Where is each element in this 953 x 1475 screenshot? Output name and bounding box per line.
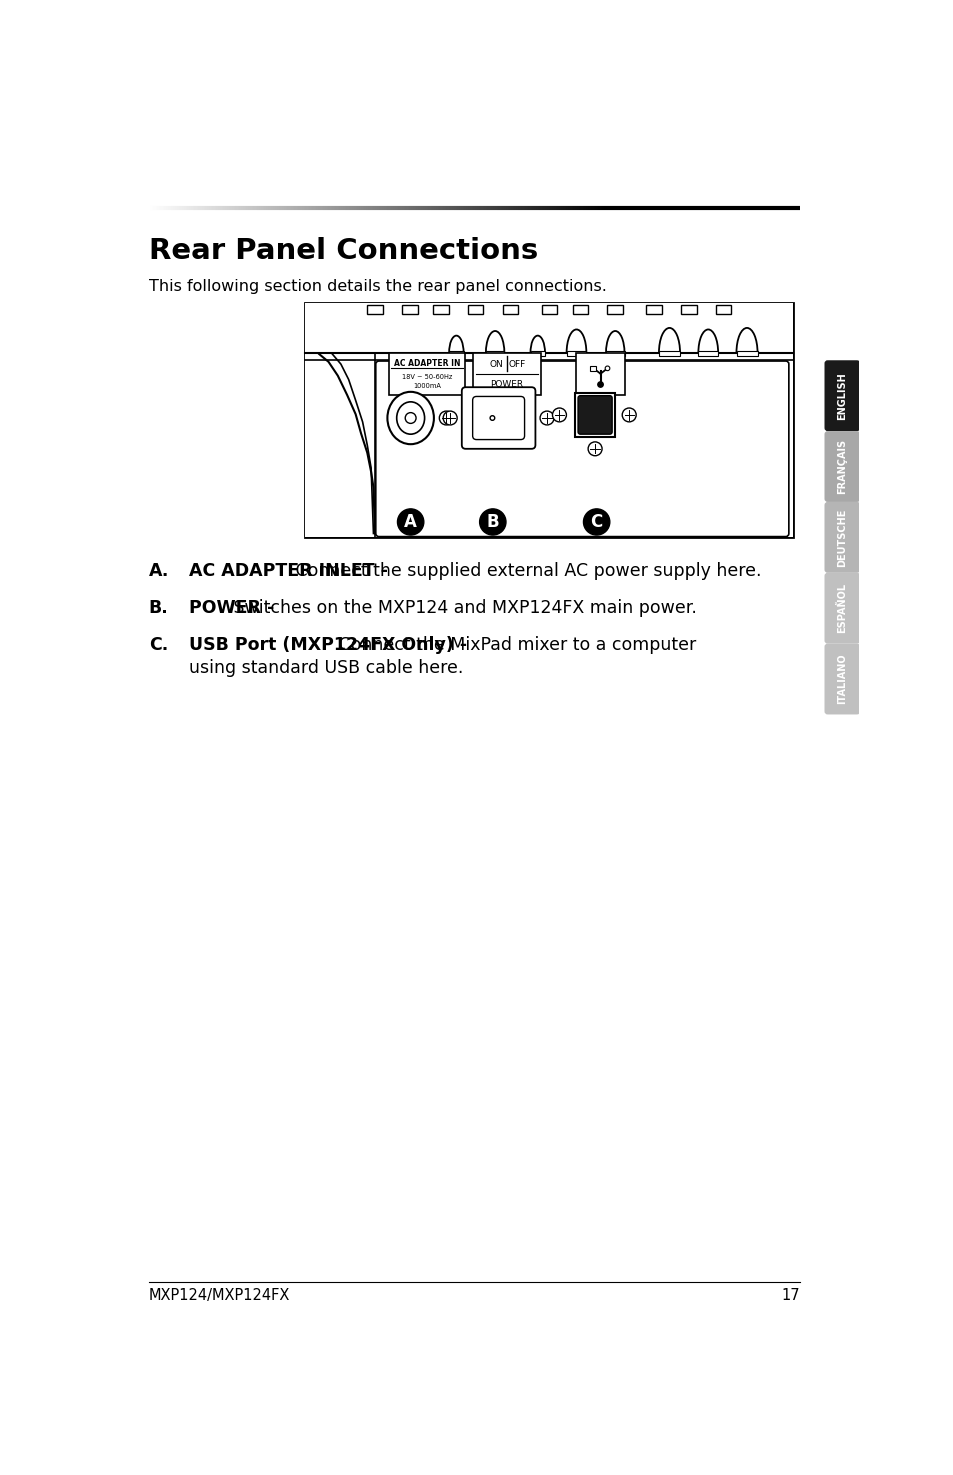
- Bar: [485, 351, 504, 355]
- Circle shape: [587, 442, 601, 456]
- Bar: [659, 351, 679, 355]
- Circle shape: [621, 409, 636, 422]
- Text: B.: B.: [149, 599, 169, 617]
- Bar: [572, 305, 587, 314]
- Text: A: A: [404, 513, 416, 531]
- Bar: [305, 302, 793, 537]
- Circle shape: [397, 509, 423, 535]
- Text: AC ADAPTER INLET -: AC ADAPTER INLET -: [189, 562, 388, 580]
- Bar: [716, 305, 731, 314]
- Text: using standard USB cable here.: using standard USB cable here.: [189, 659, 463, 677]
- Bar: [468, 305, 483, 314]
- Text: Connect the supplied external AC power supply here.: Connect the supplied external AC power s…: [290, 562, 760, 580]
- Bar: [541, 305, 557, 314]
- Bar: [605, 351, 624, 355]
- Text: USB Port (MXP124FX Only) -: USB Port (MXP124FX Only) -: [189, 636, 467, 653]
- Bar: [576, 353, 624, 395]
- FancyBboxPatch shape: [823, 360, 860, 431]
- Ellipse shape: [396, 401, 424, 434]
- FancyBboxPatch shape: [461, 388, 535, 448]
- FancyBboxPatch shape: [823, 572, 860, 643]
- Bar: [367, 305, 382, 314]
- Text: B: B: [486, 513, 498, 531]
- Bar: [698, 351, 718, 355]
- Bar: [680, 305, 696, 314]
- Text: DEUTSCHE: DEUTSCHE: [837, 509, 846, 566]
- Text: A.: A.: [149, 562, 169, 580]
- FancyBboxPatch shape: [823, 431, 860, 502]
- Text: ESPAÑOL: ESPAÑOL: [837, 583, 846, 633]
- Text: OFF: OFF: [508, 360, 525, 369]
- Text: 18V ~ 50-60Hz: 18V ~ 50-60Hz: [401, 375, 452, 381]
- Bar: [530, 351, 544, 355]
- Bar: [575, 392, 615, 437]
- Circle shape: [443, 412, 456, 425]
- Circle shape: [598, 382, 602, 388]
- FancyBboxPatch shape: [472, 397, 524, 440]
- Bar: [305, 302, 793, 353]
- Text: Connect the MixPad mixer to a computer: Connect the MixPad mixer to a computer: [333, 636, 695, 653]
- Text: 17: 17: [781, 1288, 799, 1302]
- Text: AC ADAPTER IN: AC ADAPTER IN: [394, 358, 459, 367]
- Circle shape: [490, 416, 495, 420]
- Bar: [645, 305, 661, 314]
- FancyBboxPatch shape: [578, 395, 612, 434]
- Bar: [449, 351, 463, 355]
- Circle shape: [604, 366, 609, 370]
- Text: C.: C.: [149, 636, 168, 653]
- Bar: [590, 366, 596, 370]
- Text: Switches on the MXP124 and MXP124FX main power.: Switches on the MXP124 and MXP124FX main…: [228, 599, 697, 617]
- Bar: [736, 351, 757, 355]
- Text: This following section details the rear panel connections.: This following section details the rear …: [149, 279, 606, 294]
- Bar: [402, 305, 417, 314]
- Bar: [607, 305, 622, 314]
- Circle shape: [479, 509, 505, 535]
- Ellipse shape: [387, 392, 434, 444]
- Text: POWER: POWER: [490, 381, 523, 389]
- Text: POWER -: POWER -: [189, 599, 274, 617]
- Bar: [305, 353, 793, 537]
- Circle shape: [583, 509, 609, 535]
- Text: ON: ON: [489, 360, 503, 369]
- Text: ENGLISH: ENGLISH: [837, 372, 846, 419]
- Bar: [566, 351, 586, 355]
- Text: MXP124/MXP124FX: MXP124/MXP124FX: [149, 1288, 290, 1302]
- Text: 1000mA: 1000mA: [413, 382, 440, 389]
- Text: FRANÇAIS: FRANÇAIS: [837, 440, 846, 494]
- Bar: [389, 353, 464, 395]
- Text: C: C: [590, 513, 602, 531]
- FancyBboxPatch shape: [375, 361, 788, 537]
- Bar: [502, 305, 517, 314]
- Circle shape: [552, 409, 566, 422]
- Text: ITALIANO: ITALIANO: [837, 653, 846, 705]
- FancyBboxPatch shape: [823, 502, 860, 572]
- FancyBboxPatch shape: [823, 643, 860, 714]
- Text: Rear Panel Connections: Rear Panel Connections: [149, 237, 537, 266]
- Circle shape: [405, 413, 416, 423]
- Circle shape: [439, 412, 453, 425]
- Bar: [472, 353, 540, 395]
- Bar: [433, 305, 448, 314]
- Circle shape: [539, 412, 554, 425]
